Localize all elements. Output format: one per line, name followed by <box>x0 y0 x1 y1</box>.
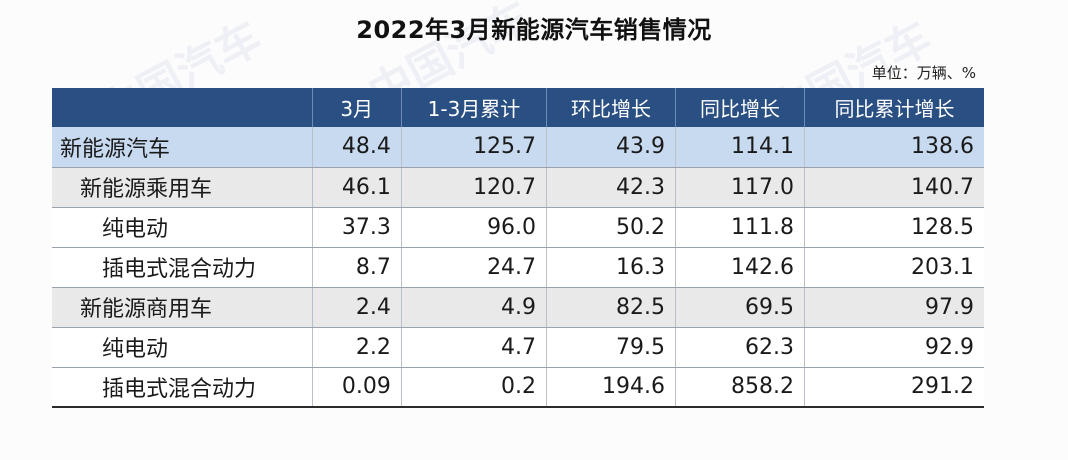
table-cell: 42.3 <box>546 167 677 208</box>
table-cell: 96.0 <box>401 207 548 248</box>
column-header: 1-3月累计 <box>401 88 548 127</box>
table-cell: 79.5 <box>546 327 677 368</box>
table-cell: 48.4 <box>312 127 402 168</box>
table-cell: 2.4 <box>312 287 402 328</box>
table-cell: 43.9 <box>546 127 677 168</box>
column-header: 同比增长 <box>675 88 806 127</box>
table-cell: 2.2 <box>312 327 402 368</box>
table-cell: 69.5 <box>675 287 806 328</box>
table-row: 新能源乘用车 46.1 120.7 42.3 117.0 140.7 <box>52 167 984 208</box>
table-cell: 117.0 <box>675 167 806 208</box>
table-cell: 46.1 <box>312 167 402 208</box>
table-cell: 16.3 <box>546 247 677 288</box>
table-title: 2022年3月新能源汽车销售情况 <box>356 16 712 44</box>
table-cell: 142.6 <box>675 247 806 288</box>
table-cell: 111.8 <box>675 207 806 248</box>
column-header: 环比增长 <box>546 88 677 127</box>
table-cell: 140.7 <box>804 167 984 208</box>
table-cell: 203.1 <box>804 247 984 288</box>
table-cell: 120.7 <box>401 167 548 208</box>
column-header: 同比累计增长 <box>804 88 984 127</box>
table-cell: 97.9 <box>804 287 984 328</box>
table-cell: 50.2 <box>546 207 677 248</box>
table-cell: 128.5 <box>804 207 984 248</box>
table-cell: 138.6 <box>804 127 984 168</box>
sales-table: 3月 1-3月累计 环比增长 同比增长 同比累计增长 新能源汽车 48.4 12… <box>52 88 984 408</box>
row-label: 纯电动 <box>52 327 313 368</box>
row-label: 新能源汽车 <box>52 127 313 168</box>
table-row: 新能源汽车 48.4 125.7 43.9 114.1 138.6 <box>52 127 984 168</box>
table-cell: 4.7 <box>401 327 548 368</box>
row-label: 插电式混合动力 <box>52 367 313 408</box>
table-cell: 92.9 <box>804 327 984 368</box>
table-cell: 858.2 <box>675 367 806 408</box>
table-cell: 125.7 <box>401 127 548 168</box>
table-cell: 114.1 <box>675 127 806 168</box>
table-cell: 291.2 <box>804 367 984 408</box>
table-cell: 24.7 <box>401 247 548 288</box>
unit-label: 单位：万辆、% <box>871 64 976 82</box>
table-cell: 8.7 <box>312 247 402 288</box>
column-header-blank <box>52 88 313 127</box>
row-label: 纯电动 <box>52 207 313 248</box>
table-cell: 0.09 <box>312 367 402 408</box>
table-row: 插电式混合动力 8.7 24.7 16.3 142.6 203.1 <box>52 247 984 288</box>
table-cell: 37.3 <box>312 207 402 248</box>
header-row: 3月 1-3月累计 环比增长 同比增长 同比累计增长 <box>52 88 984 127</box>
row-label: 插电式混合动力 <box>52 247 313 288</box>
table-row: 新能源商用车 2.4 4.9 82.5 69.5 97.9 <box>52 287 984 328</box>
table-cell: 62.3 <box>675 327 806 368</box>
table-cell: 82.5 <box>546 287 677 328</box>
row-label: 新能源乘用车 <box>52 167 313 208</box>
table-cell: 0.2 <box>401 367 548 408</box>
table-row: 插电式混合动力 0.09 0.2 194.6 858.2 291.2 <box>52 367 984 408</box>
row-label: 新能源商用车 <box>52 287 313 328</box>
table-row: 纯电动 37.3 96.0 50.2 111.8 128.5 <box>52 207 984 248</box>
table-cell: 4.9 <box>401 287 548 328</box>
column-header: 3月 <box>312 88 402 127</box>
table-cell: 194.6 <box>546 367 677 408</box>
table-row: 纯电动 2.2 4.7 79.5 62.3 92.9 <box>52 327 984 368</box>
